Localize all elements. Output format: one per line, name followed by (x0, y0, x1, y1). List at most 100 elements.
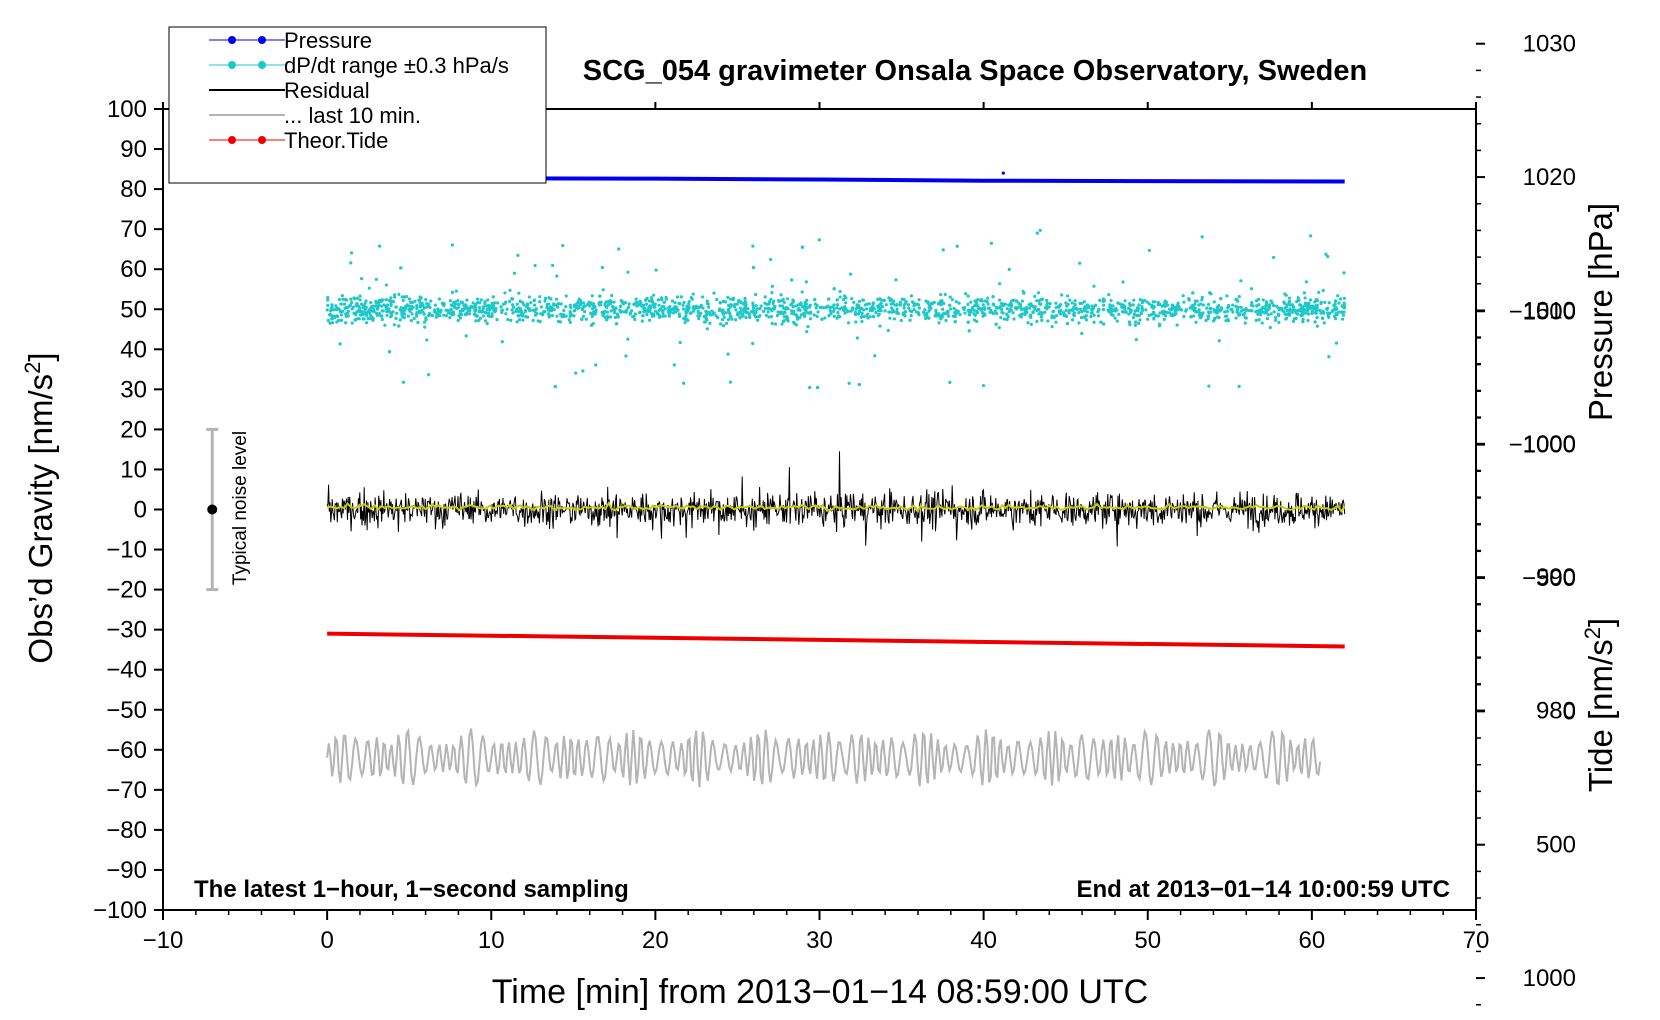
chart-title: SCG_054 gravimeter Onsala Space Observat… (583, 55, 1367, 87)
dpdt-point (1082, 308, 1086, 312)
dpdt-point (1116, 301, 1120, 305)
dpdt-point (674, 305, 678, 309)
dpdt-point (547, 302, 551, 306)
dpdt-point (584, 317, 588, 321)
dpdt-point (581, 307, 585, 311)
dpdt-point (941, 248, 945, 252)
dpdt-point (874, 310, 878, 315)
y-tick-label: −50 (106, 697, 147, 724)
dpdt-point (686, 307, 691, 311)
dpdt-point (418, 296, 423, 300)
x-tick-label: 50 (1134, 927, 1161, 954)
dpdt-point (964, 292, 968, 296)
dpdt-point (1226, 319, 1231, 323)
dpdt-point (359, 302, 364, 306)
dpdt-point (379, 314, 383, 318)
dpdt-point (585, 302, 590, 307)
dpdt-point (394, 316, 398, 320)
dpdt-point (790, 301, 794, 305)
dpdt-point (886, 328, 890, 333)
dpdt-point (420, 301, 424, 305)
dpdt-point (909, 314, 913, 318)
dpdt-point (963, 311, 967, 315)
dpdt-point (1120, 310, 1125, 314)
dpdt-point (779, 299, 784, 303)
dpdt-point (857, 382, 861, 387)
dpdt-point (773, 322, 778, 326)
dpdt-point (736, 300, 741, 304)
dpdt-point (583, 304, 587, 308)
dpdt-point (808, 317, 813, 321)
dpdt-point (557, 302, 561, 306)
dpdt-point (1192, 314, 1196, 318)
y-axis-label-left-sup: 2 (20, 362, 45, 374)
dpdt-point (1140, 300, 1145, 305)
dpdt-point (634, 301, 638, 305)
dpdt-point (424, 316, 428, 320)
dpdt-point (790, 311, 794, 316)
dpdt-point (1296, 298, 1300, 303)
dpdt-point (344, 298, 349, 302)
dpdt-point (1131, 303, 1135, 307)
dpdt-point (1046, 319, 1050, 323)
dpdt-point (340, 293, 344, 298)
dpdt-point (1164, 300, 1168, 304)
dpdt-point (402, 295, 407, 299)
legend-item: dP/dt range ±0.3 hPa/s (209, 53, 509, 78)
dpdt-point (1326, 254, 1330, 259)
dpdt-point (442, 313, 446, 317)
dpdt-point (1193, 299, 1197, 303)
dpdt-point (744, 315, 748, 320)
dpdt-point (779, 293, 783, 297)
pressure-tick-label: 990 (1536, 564, 1576, 591)
dpdt-point (1272, 303, 1276, 308)
dpdt-point (1162, 317, 1166, 322)
dpdt-point (1255, 304, 1259, 308)
dpdt-point (1241, 313, 1246, 317)
dpdt-point (755, 307, 759, 312)
dpdt-point (568, 311, 572, 315)
dpdt-point (1064, 308, 1068, 313)
dpdt-point (751, 244, 755, 248)
dpdt-point (413, 299, 417, 303)
dpdt-point (1074, 306, 1078, 310)
dpdt-point (637, 303, 641, 307)
dpdt-point (1271, 255, 1276, 260)
dpdt-point (702, 320, 707, 324)
dpdt-point (912, 308, 916, 312)
dpdt-point (1217, 339, 1221, 343)
dpdt-point (733, 302, 737, 307)
dpdt-point (395, 311, 399, 315)
dpdt-point (372, 307, 376, 312)
dpdt-point (1019, 308, 1024, 312)
dpdt-point (476, 297, 480, 301)
legend-swatch-dot (258, 36, 266, 44)
dpdt-point (1028, 313, 1033, 317)
dpdt-point (640, 319, 644, 323)
dpdt-point (753, 314, 758, 319)
dpdt-point (677, 312, 681, 316)
dpdt-point (1092, 320, 1096, 324)
dpdt-point (1043, 310, 1047, 314)
dpdt-point (1091, 306, 1095, 310)
dpdt-point (815, 385, 820, 390)
dpdt-point (633, 317, 637, 322)
dpdt-point (1272, 310, 1276, 314)
dpdt-point (519, 309, 523, 313)
dpdt-point (463, 312, 467, 317)
dpdt-point (622, 310, 627, 314)
dpdt-point (1231, 310, 1235, 314)
dpdt-point (475, 301, 480, 305)
dpdt-point (346, 309, 350, 313)
dpdt-point (600, 310, 604, 314)
dpdt-point (521, 318, 525, 322)
dpdt-point (871, 314, 876, 319)
dpdt-point (561, 313, 565, 317)
dpdt-point (374, 301, 378, 305)
tide-tick-label: −1000 (1509, 432, 1576, 459)
dpdt-point (1268, 325, 1272, 330)
dpdt-point (722, 315, 726, 319)
dpdt-point (1097, 308, 1101, 312)
dpdt-point (1090, 311, 1094, 315)
dpdt-point (1089, 315, 1093, 319)
